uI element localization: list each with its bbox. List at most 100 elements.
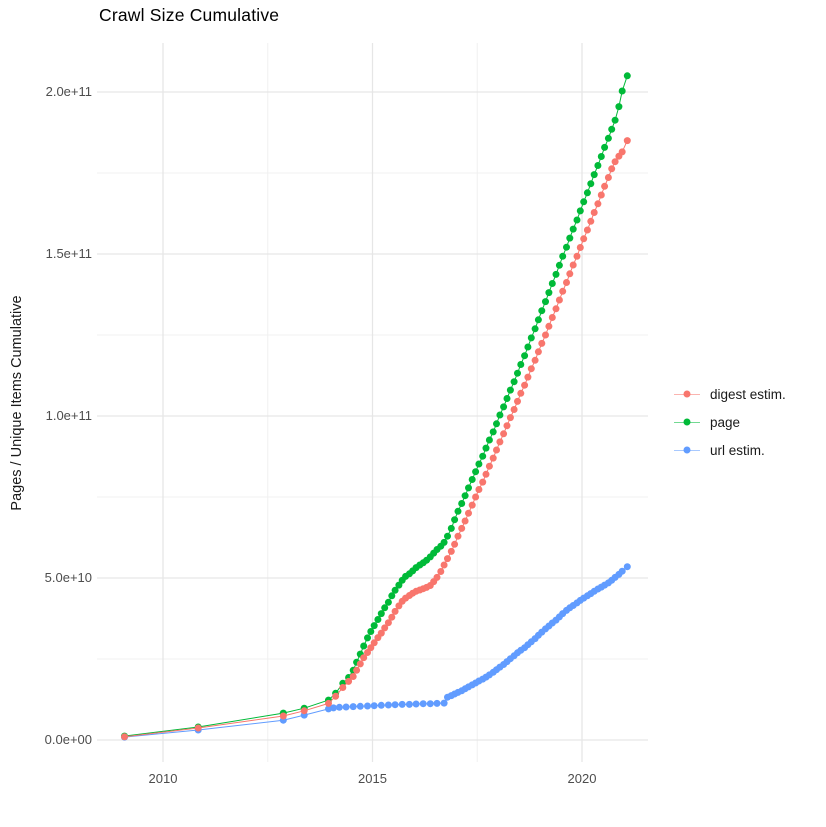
data-point bbox=[611, 158, 619, 166]
data-point bbox=[500, 430, 508, 438]
y-tick-label: 5.0e+10 bbox=[44, 570, 92, 585]
data-point bbox=[618, 148, 626, 156]
data-point bbox=[534, 348, 542, 356]
data-point bbox=[548, 314, 556, 321]
data-point bbox=[325, 699, 332, 707]
data-point bbox=[503, 422, 511, 430]
data-point bbox=[524, 343, 532, 351]
data-point bbox=[510, 406, 518, 413]
data-point bbox=[559, 252, 567, 260]
data-point bbox=[503, 395, 511, 402]
data-point bbox=[538, 307, 546, 315]
data-point bbox=[552, 305, 560, 313]
data-point bbox=[527, 334, 535, 342]
data-point bbox=[580, 235, 588, 243]
y-tick-label: 0.0e+00 bbox=[44, 732, 92, 747]
data-point bbox=[580, 198, 588, 206]
data-point bbox=[545, 289, 553, 297]
series-line bbox=[124, 140, 628, 738]
data-point bbox=[398, 700, 406, 708]
data-point bbox=[458, 500, 466, 507]
data-point bbox=[573, 252, 581, 260]
data-point bbox=[555, 296, 563, 304]
data-point bbox=[437, 568, 445, 575]
data-point bbox=[569, 225, 577, 233]
data-point bbox=[384, 598, 392, 606]
data-point bbox=[419, 700, 427, 708]
data-point bbox=[360, 654, 368, 662]
data-point bbox=[465, 509, 472, 517]
data-point bbox=[496, 438, 504, 446]
data-point bbox=[510, 378, 518, 386]
data-point bbox=[370, 622, 378, 630]
data-point bbox=[472, 468, 480, 476]
data-point bbox=[342, 703, 350, 711]
data-point bbox=[601, 143, 609, 151]
data-point bbox=[391, 607, 399, 615]
data-point bbox=[604, 174, 612, 181]
data-point bbox=[569, 261, 577, 269]
data-point bbox=[623, 137, 631, 145]
data-point bbox=[521, 352, 529, 360]
legend-dot-icon bbox=[683, 390, 691, 398]
data-point bbox=[370, 702, 378, 710]
data-point bbox=[524, 373, 532, 381]
data-point bbox=[485, 462, 493, 470]
data-point bbox=[534, 316, 542, 324]
data-point bbox=[468, 501, 476, 509]
data-point bbox=[514, 397, 521, 405]
legend-item-page: page bbox=[672, 408, 786, 436]
data-point bbox=[521, 381, 529, 389]
data-point bbox=[573, 216, 581, 224]
data-point bbox=[370, 639, 378, 647]
data-point bbox=[552, 270, 560, 278]
data-point bbox=[345, 677, 353, 685]
data-point bbox=[364, 634, 371, 642]
data-point bbox=[447, 524, 455, 532]
data-point bbox=[506, 386, 514, 394]
data-point bbox=[576, 244, 584, 251]
data-point bbox=[548, 280, 556, 287]
data-point bbox=[384, 701, 392, 709]
legend-key-digest bbox=[672, 387, 702, 401]
data-point bbox=[517, 389, 525, 397]
data-point bbox=[391, 701, 399, 709]
series-digest-estim bbox=[121, 137, 631, 741]
data-point bbox=[489, 454, 497, 462]
data-point bbox=[332, 692, 340, 700]
data-point bbox=[615, 103, 623, 111]
data-point bbox=[618, 567, 626, 575]
data-point bbox=[545, 322, 553, 330]
data-point bbox=[377, 610, 385, 618]
y-axis-title: Pages / Unique Items Cumulative bbox=[9, 295, 25, 511]
data-point bbox=[360, 642, 368, 650]
x-tick-label: 2010 bbox=[148, 771, 178, 786]
data-point bbox=[381, 604, 389, 612]
data-point bbox=[587, 217, 595, 225]
data-point bbox=[611, 116, 619, 124]
legend-dot-icon bbox=[683, 418, 691, 426]
data-point bbox=[461, 517, 469, 525]
data-point bbox=[597, 153, 605, 160]
data-point bbox=[489, 428, 497, 436]
data-point bbox=[514, 369, 521, 377]
legend-item-digest: digest estim. bbox=[672, 380, 786, 408]
x-tick-label: 2015 bbox=[358, 771, 387, 786]
data-point bbox=[583, 226, 591, 234]
data-point bbox=[542, 298, 549, 306]
legend-dot-icon bbox=[683, 446, 691, 454]
data-point bbox=[493, 446, 500, 454]
data-point bbox=[330, 704, 337, 712]
series-line bbox=[124, 566, 628, 738]
data-point bbox=[590, 209, 598, 216]
data-point bbox=[500, 403, 508, 411]
data-point bbox=[465, 484, 472, 492]
data-point bbox=[618, 87, 626, 95]
data-point bbox=[506, 414, 514, 422]
data-point bbox=[454, 532, 462, 540]
data-point bbox=[444, 532, 451, 540]
data-point bbox=[194, 724, 202, 732]
data-point bbox=[563, 279, 570, 286]
data-point bbox=[583, 189, 591, 197]
